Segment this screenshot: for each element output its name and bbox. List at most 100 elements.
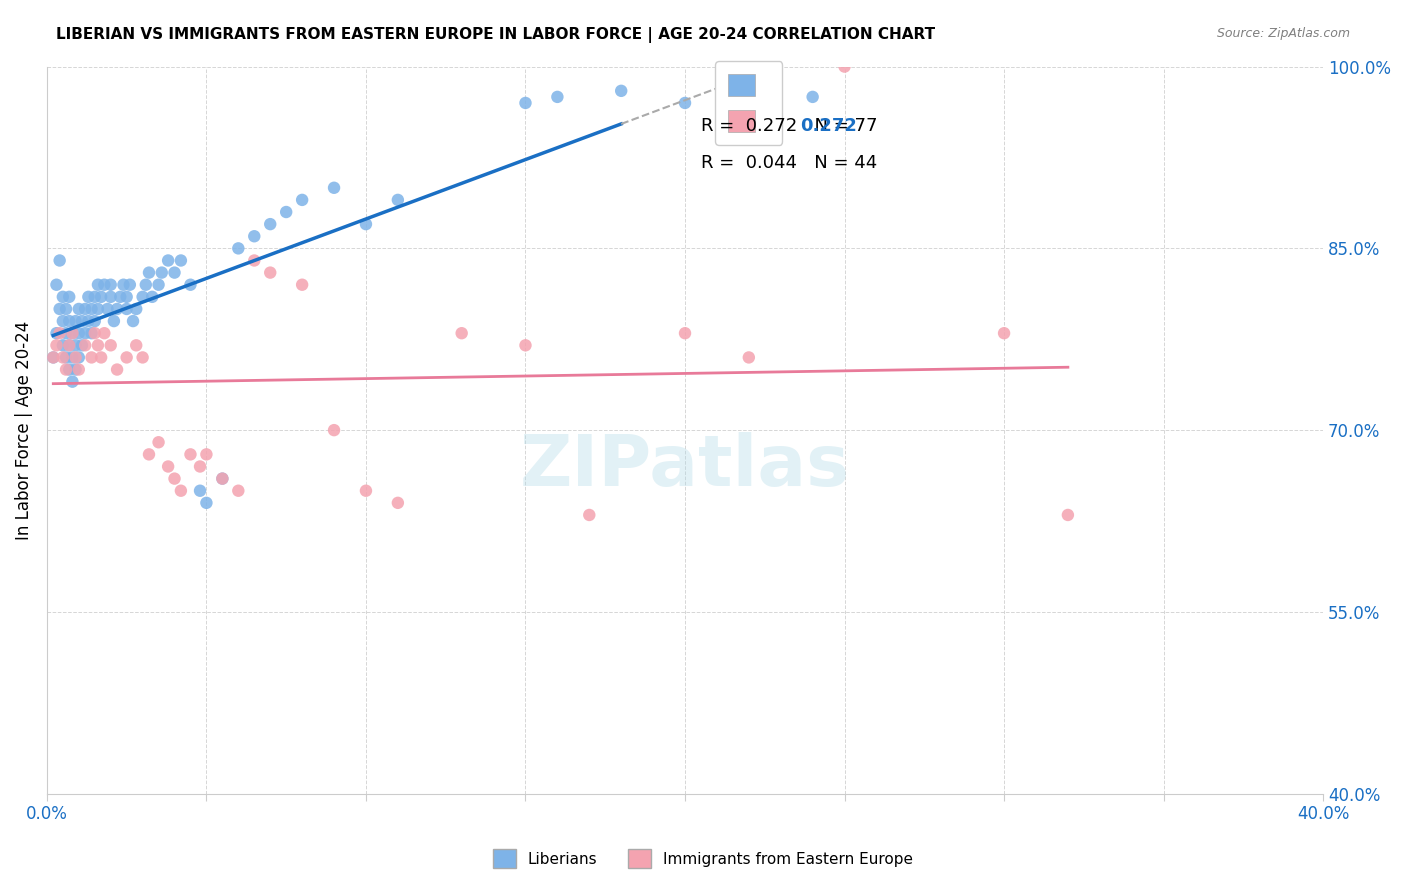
Point — [122, 314, 145, 328]
Point — [243, 253, 266, 268]
Point — [80, 326, 103, 341]
Point — [70, 314, 93, 328]
Point — [115, 290, 138, 304]
Point — [546, 90, 568, 104]
Point — [157, 459, 180, 474]
Text: Source: ZipAtlas.com: Source: ZipAtlas.com — [1216, 27, 1350, 40]
Point — [93, 326, 115, 341]
Point — [138, 447, 160, 461]
Point — [354, 483, 377, 498]
Point — [179, 447, 201, 461]
Point — [65, 314, 87, 328]
Point — [45, 326, 67, 341]
Point — [834, 60, 856, 74]
Point — [55, 362, 77, 376]
Point — [157, 253, 180, 268]
Point — [118, 277, 141, 292]
Point — [105, 362, 128, 376]
Point — [96, 301, 118, 316]
Point — [291, 193, 314, 207]
Point — [738, 351, 761, 365]
Point — [141, 290, 163, 304]
Point — [52, 290, 75, 304]
Point — [87, 277, 110, 292]
Point — [673, 95, 696, 110]
Point — [135, 277, 157, 292]
Point — [75, 301, 97, 316]
Point — [323, 423, 346, 437]
Point — [195, 447, 218, 461]
Point — [170, 483, 193, 498]
Point — [67, 362, 90, 376]
Point — [195, 496, 218, 510]
Point — [90, 290, 112, 304]
Point — [163, 472, 186, 486]
Text: R =  0.272   N = 77: R = 0.272 N = 77 — [700, 117, 877, 135]
Y-axis label: In Labor Force | Age 20-24: In Labor Force | Age 20-24 — [15, 320, 32, 540]
Point — [42, 351, 65, 365]
Point — [77, 314, 100, 328]
Point — [100, 277, 122, 292]
Point — [58, 362, 80, 376]
Point — [48, 253, 70, 268]
Point — [738, 84, 761, 98]
Point — [80, 351, 103, 365]
Point — [75, 338, 97, 352]
Point — [354, 217, 377, 231]
Point — [211, 472, 233, 486]
Point — [993, 326, 1015, 341]
Point — [67, 301, 90, 316]
Point — [87, 338, 110, 352]
Point — [62, 326, 84, 341]
Point — [1057, 508, 1080, 522]
Point — [55, 351, 77, 365]
Point — [65, 338, 87, 352]
Point — [125, 301, 148, 316]
Point — [150, 266, 173, 280]
Point — [62, 375, 84, 389]
Point — [243, 229, 266, 244]
Point — [188, 459, 211, 474]
Point — [93, 277, 115, 292]
Point — [83, 290, 105, 304]
Point — [67, 326, 90, 341]
Point — [259, 217, 281, 231]
Point — [80, 301, 103, 316]
Point — [138, 266, 160, 280]
Point — [110, 290, 132, 304]
Point — [65, 362, 87, 376]
Point — [515, 338, 537, 352]
Point — [131, 290, 153, 304]
Point — [48, 326, 70, 341]
Point — [148, 277, 170, 292]
Text: R =  0.044   N = 44: R = 0.044 N = 44 — [702, 153, 877, 171]
Point — [125, 338, 148, 352]
Point — [58, 314, 80, 328]
Point — [276, 205, 298, 219]
Point — [45, 338, 67, 352]
Point — [83, 314, 105, 328]
Point — [70, 338, 93, 352]
Point — [55, 326, 77, 341]
Text: 0.272: 0.272 — [800, 117, 858, 135]
Point — [105, 301, 128, 316]
Text: ZIPatlas: ZIPatlas — [520, 432, 851, 501]
Point — [801, 90, 824, 104]
Point — [58, 338, 80, 352]
Point — [58, 290, 80, 304]
Legend: Liberians, Immigrants from Eastern Europe: Liberians, Immigrants from Eastern Europ… — [485, 841, 921, 875]
Point — [179, 277, 201, 292]
Point — [450, 326, 472, 341]
Point — [610, 84, 633, 98]
Point — [148, 435, 170, 450]
Point — [62, 351, 84, 365]
Legend: , : , — [716, 61, 782, 145]
Point — [90, 351, 112, 365]
Point — [188, 483, 211, 498]
Point — [163, 266, 186, 280]
Point — [228, 241, 250, 255]
Point — [52, 351, 75, 365]
Point — [673, 326, 696, 341]
Point — [42, 351, 65, 365]
Point — [515, 95, 537, 110]
